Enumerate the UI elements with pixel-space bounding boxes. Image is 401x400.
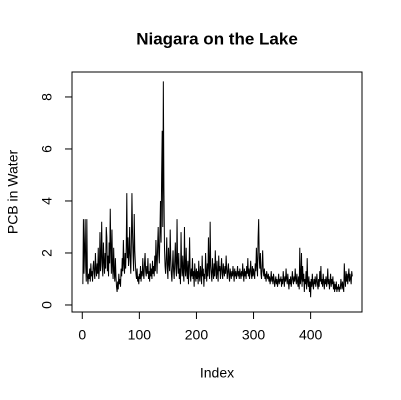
x-tick-label: 0 [78,327,86,343]
y-tick-label: 0 [39,301,55,309]
y-tick-label: 8 [39,93,55,101]
x-tick-label: 100 [128,327,152,343]
x-axis-label: Index [200,365,234,381]
y-tick-label: 2 [39,249,55,257]
x-tick-label: 300 [242,327,266,343]
x-tick-label: 200 [185,327,209,343]
chart-title: Niagara on the Lake [136,29,298,48]
y-axis-label: PCB in Water [5,150,21,235]
data-line [82,81,353,298]
x-tick-label: 400 [299,327,323,343]
y-tick-label: 6 [39,145,55,153]
y-tick-label: 4 [39,197,55,205]
